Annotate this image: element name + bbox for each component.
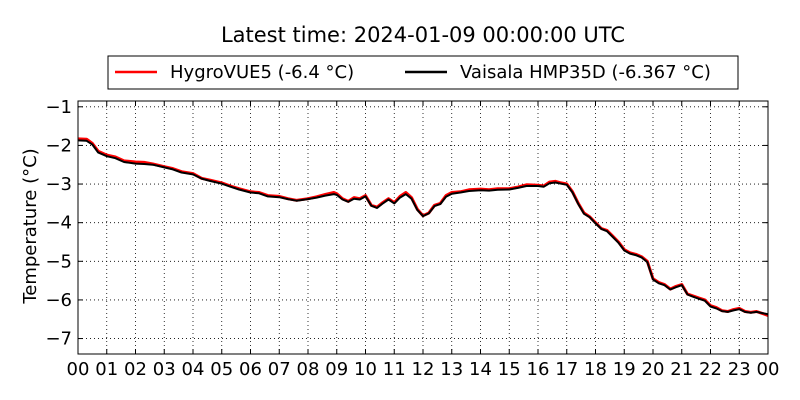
series-line-vaisala [77,139,769,316]
x-tick-label: 21 [670,359,693,380]
x-tick-label: 01 [95,359,118,380]
x-tick-label: 03 [153,359,176,380]
x-tick-label: 02 [124,359,147,380]
x-tick-label: 19 [613,359,636,380]
y-tick-label: −5 [45,251,72,272]
x-tick-label: 00 [757,359,780,380]
x-tick-label: 10 [354,359,377,380]
x-tick-label: 22 [699,359,722,380]
x-tick-label: 00 [67,359,90,380]
x-tick-label: 14 [469,359,492,380]
x-tick-labels: 00 01 02 03 04 05 06 07 08 09 10 11 12 13 14 15 16 17 18 19… [67,359,780,380]
x-tick-label: 08 [297,359,320,380]
x-tick-label: 17 [555,359,578,380]
y-tick-label: −4 [45,213,72,234]
y-tick-label: −3 [45,174,72,195]
legend-label-hygrovue5: HygroVUE5 (-6.4 °C) [170,62,354,83]
y-tick-label: −7 [45,329,72,350]
ticks [77,101,769,354]
x-tick-label: 20 [642,359,665,380]
grid [77,101,769,354]
y-tick-label: −6 [45,290,72,311]
y-axis-label: Temperature (°C) [20,148,41,304]
x-tick-label: 07 [268,359,291,380]
y-tick-label: −1 [45,97,72,118]
plot-lines [77,137,769,317]
x-tick-label: 15 [498,359,521,380]
legend-label-vaisala: Vaisala HMP35D (-6.367 °C) [460,62,711,83]
legend-box [107,55,739,90]
x-tick-label: 12 [412,359,435,380]
x-tick-label: 11 [383,359,406,380]
x-tick-label: 09 [325,359,348,380]
x-tick-label: 05 [210,359,233,380]
y-tick-label: −2 [45,135,72,156]
x-tick-label: 18 [584,359,607,380]
x-tick-label: 16 [527,359,550,380]
y-tick-labels: −1 −2 −3 −4 −5 −6 −7 [45,97,72,350]
x-tick-label: 06 [239,359,262,380]
legend: HygroVUE5 (-6.4 °C) Vaisala HMP35D (-6.3… [107,55,739,90]
x-tick-label: 04 [182,359,205,380]
x-tick-label: 23 [728,359,751,380]
chart-title: Latest time: 2024-01-09 00:00:00 UTC [221,23,625,47]
x-tick-label: 13 [440,359,463,380]
